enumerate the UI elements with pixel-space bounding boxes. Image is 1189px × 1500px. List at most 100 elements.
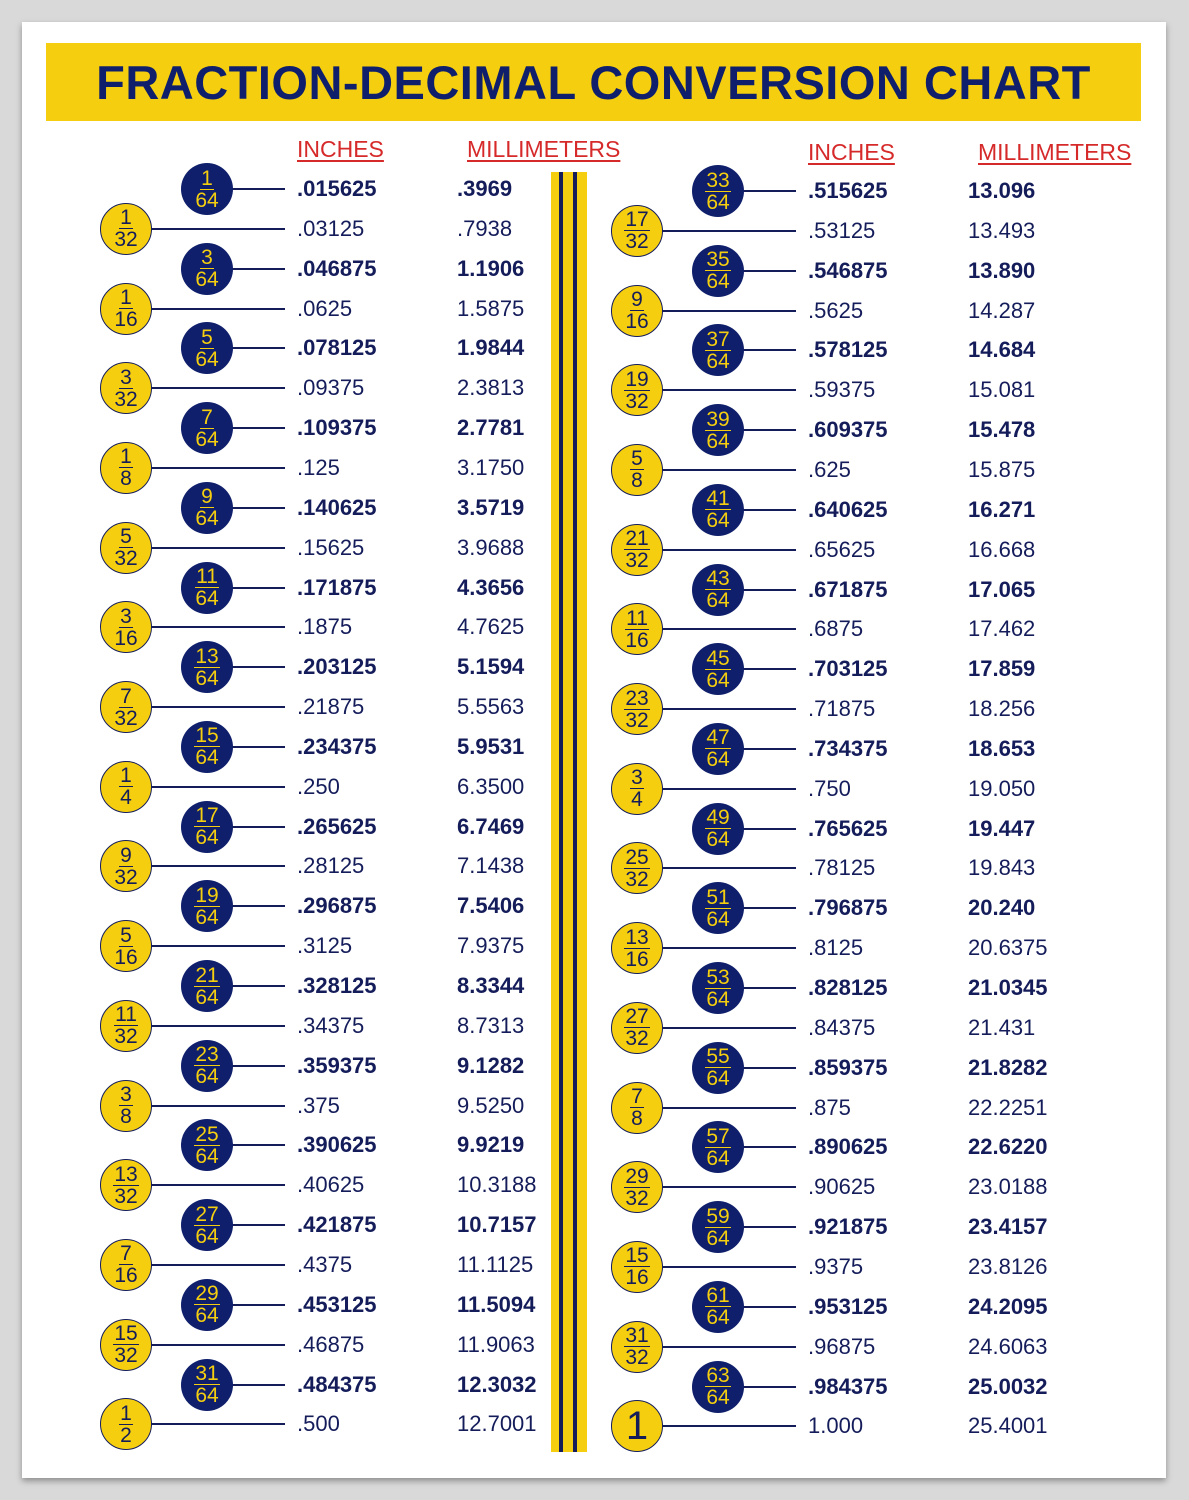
leader-line (718, 508, 796, 511)
fraction-numerator: 55 (705, 1045, 731, 1069)
millimeters-value: 16.668 (968, 536, 1036, 562)
fraction-badge: 1 16 (100, 282, 152, 335)
millimeters-value: 3.5719 (457, 494, 525, 520)
inches-value: .65625 (808, 536, 876, 562)
fraction-badge: 7 64 (181, 402, 233, 455)
leader-line (126, 546, 285, 549)
fraction-denominator: 64 (195, 1224, 219, 1248)
fraction-numerator: 5 (200, 325, 214, 349)
leader-line (718, 907, 796, 910)
inches-value: .484375 (297, 1371, 377, 1397)
fraction-badge: 37 64 (692, 324, 744, 377)
millimeters-value: 24.2095 (968, 1293, 1048, 1319)
inches-value: .046875 (297, 255, 377, 281)
leader-line (718, 269, 796, 272)
fraction-badge: 57 64 (692, 1121, 744, 1174)
inches-value: .3125 (297, 933, 353, 959)
millimeters-value: 13.096 (968, 178, 1036, 203)
millimeters-value: 5.9531 (457, 733, 525, 759)
fraction-numerator: 1 (119, 764, 133, 788)
leader-line (637, 229, 796, 232)
inches-value: .578125 (808, 337, 888, 363)
leader-line (207, 985, 285, 987)
inches-value: .500 (297, 1411, 340, 1437)
inches-value: .59375 (808, 377, 876, 403)
inches-value: .734375 (808, 735, 888, 761)
inches-value: .125 (297, 454, 340, 480)
inches-value: 1.000 (808, 1413, 864, 1439)
fraction-numerator: 1 (119, 1401, 133, 1425)
fraction-denominator: 16 (625, 947, 649, 971)
inches-value: .453125 (297, 1291, 377, 1317)
fraction-badge: 5 64 (181, 322, 233, 375)
leader-line (637, 867, 796, 870)
fraction-numerator: 15 (624, 1244, 650, 1268)
fraction-badge: 41 64 (692, 483, 744, 536)
fraction-badge: 7 16 (100, 1238, 152, 1291)
fraction-badge: 21 32 (611, 523, 663, 576)
leader-line (126, 865, 285, 868)
fraction-denominator: 16 (625, 628, 649, 652)
fraction-badge: 7 32 (100, 681, 152, 734)
fraction-numerator: 13 (624, 925, 650, 949)
fraction-numerator: 3 (200, 246, 214, 270)
fraction-numerator: 19 (624, 367, 650, 391)
fraction-numerator: 47 (705, 726, 731, 750)
inches-value: .921875 (808, 1214, 888, 1240)
fraction-badge: 17 64 (181, 800, 233, 853)
leader-line (207, 1144, 285, 1147)
leader-line (718, 1385, 796, 1388)
millimeters-value: 22.6220 (968, 1134, 1048, 1160)
fraction-numerator: 9 (200, 485, 214, 509)
inches-value: .515625 (808, 178, 888, 203)
leader-line (126, 706, 285, 709)
millimeters-value: 15.478 (968, 417, 1036, 443)
fraction-badge: 31 64 (181, 1358, 233, 1411)
fraction-numerator: 5 (630, 447, 644, 471)
fraction-denominator: 64 (195, 347, 219, 371)
leader-line (637, 389, 796, 392)
millimeters-value: 6.3500 (457, 773, 525, 799)
leader-line (637, 1265, 796, 1268)
leader-line (718, 1305, 796, 1308)
fraction-numerator: 9 (119, 843, 133, 867)
inches-value: .21875 (297, 694, 365, 720)
inches-value: .171875 (297, 574, 377, 600)
leader-line (207, 267, 285, 270)
inches-value: .78125 (808, 855, 876, 881)
fraction-numerator: 11 (625, 606, 649, 630)
inches-value: .4375 (297, 1251, 353, 1277)
leader-line (718, 349, 796, 352)
fraction-badge: 55 64 (692, 1041, 744, 1094)
fraction-badge: 31 32 (611, 1320, 663, 1373)
fraction-numerator: 7 (119, 1242, 133, 1266)
millimeters-value: 4.7625 (457, 614, 525, 640)
inches-value: .109375 (297, 415, 377, 441)
fraction-badge: 9 32 (100, 840, 152, 893)
fraction-denominator: 32 (625, 230, 649, 254)
fraction-numerator: 25 (624, 845, 650, 869)
fraction-whole: 1 (625, 1404, 649, 1449)
leader-line (637, 787, 796, 790)
leader-line (207, 1383, 285, 1386)
fraction-denominator: 8 (120, 1105, 132, 1129)
fraction-badge: 15 64 (181, 720, 233, 773)
millimeters-value: 17.462 (968, 616, 1036, 642)
fraction-numerator: 29 (624, 1164, 650, 1188)
fraction-denominator: 32 (114, 865, 138, 889)
leader-line (637, 1186, 796, 1189)
fraction-denominator: 32 (114, 1025, 138, 1049)
fraction-numerator: 7 (630, 1085, 644, 1109)
fraction-numerator: 33 (705, 168, 731, 192)
leader-line (126, 387, 285, 390)
fraction-badge: 53 64 (692, 962, 744, 1014)
leader-line (637, 1026, 796, 1029)
fraction-denominator: 16 (114, 626, 138, 650)
fraction-badge: 19 64 (181, 880, 233, 933)
leader-line (126, 1104, 285, 1107)
leader-line (126, 626, 285, 629)
inches-value: .765625 (808, 815, 888, 841)
fraction-denominator: 64 (706, 1386, 730, 1409)
fraction-badge: 1 32 (100, 202, 152, 255)
